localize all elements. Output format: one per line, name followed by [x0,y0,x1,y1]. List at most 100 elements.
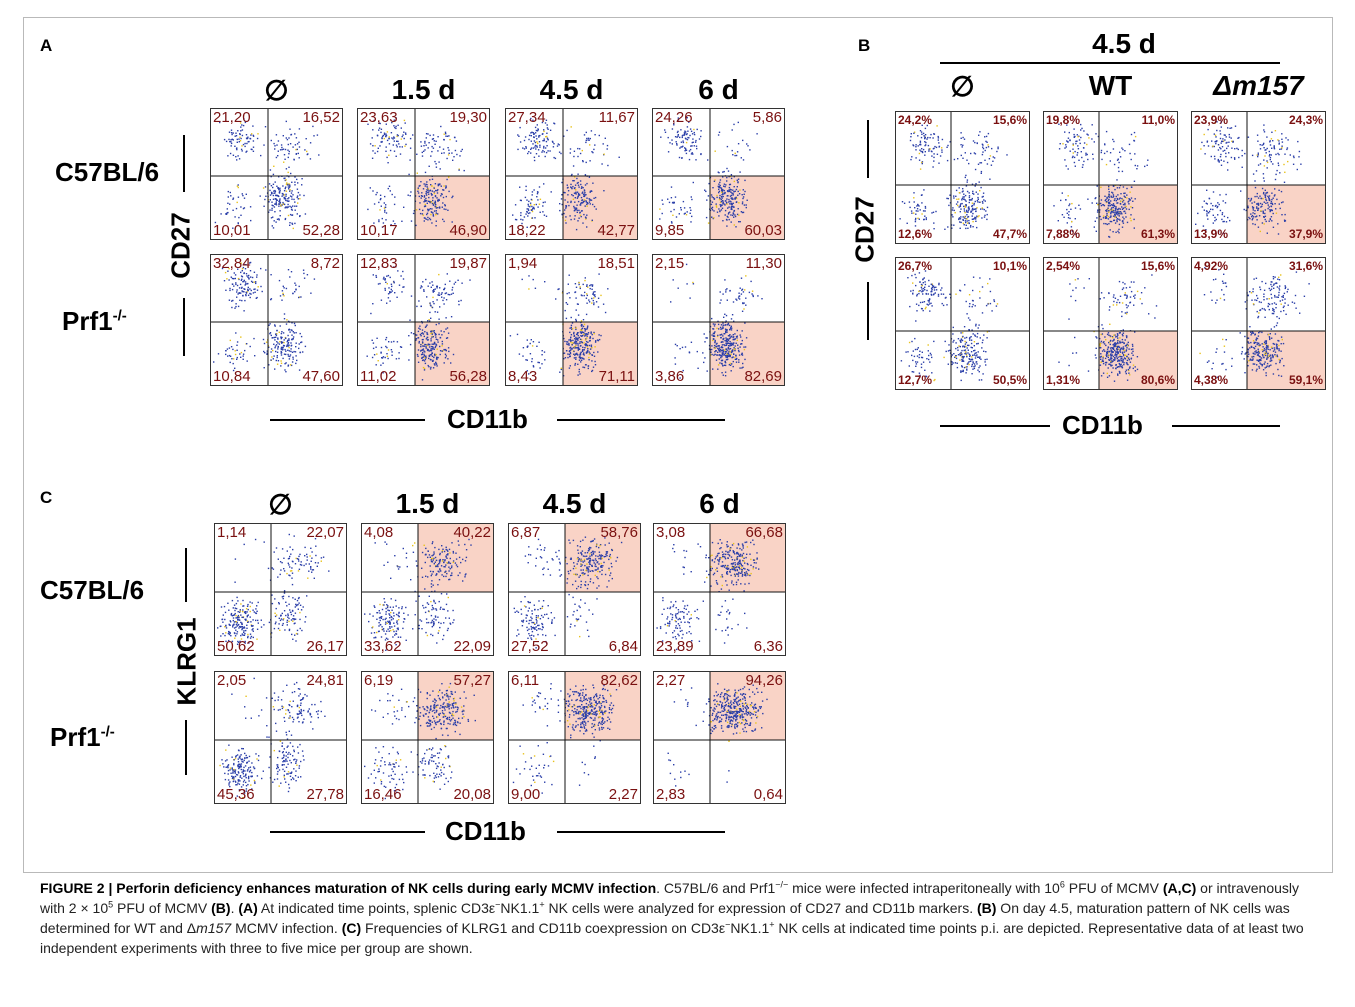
row-label-prf1: Prf1-/- [62,306,127,337]
quadrant-value-br: 47,60 [302,368,340,385]
caption-ref: (B) [211,900,231,916]
caption-ref: (A) [238,900,258,916]
scatter-canvas [215,672,346,803]
quadrant-value-tr: 15,6% [1140,259,1175,273]
quadrant-value-br: 37,9% [1288,227,1323,241]
quadrant-value-br: 82,69 [744,368,782,385]
caption-sup: − [725,919,731,930]
quadrant-value-bl: 27,52 [511,638,549,655]
caption-text: mice were infected intraperitoneally wit… [788,880,1060,896]
caption-ref: (B) [976,900,997,916]
quadrant-value-tr: 82,62 [600,672,638,689]
event-dots [1053,123,1149,238]
event-dots [509,273,609,377]
column-header: 1.5 d [391,74,456,105]
x-axis-bar [270,419,425,421]
quadrant-value-br: 56,28 [449,368,487,385]
column-header: 4.5 d [542,488,607,519]
group-header-bar [940,62,1280,64]
y-axis-bar [183,298,185,356]
event-dots [214,118,320,230]
quadrant-value-tr: 94,26 [745,672,783,689]
quadrant-value-bl: 10,01 [213,222,251,239]
quadrant-value-bl: 33,62 [364,638,402,655]
quadrant-value-br: 80,6% [1140,373,1175,387]
quadrant-value-tl: 2,27 [656,672,686,689]
scatter-canvas [1044,258,1177,389]
quadrant-value-tr: 18,51 [597,255,635,272]
event-dots [513,536,623,649]
column-header: ∅ [950,71,975,102]
quadrant-value-br: 27,78 [306,786,344,803]
scatter-plot: 26,7% 10,1% 12,7% 50,5% [895,257,1030,390]
quadrant-value-tl: 21,20 [213,109,251,126]
row-label-prf1: Prf1-/- [50,722,115,753]
caption-text: or intravenously with 2 × 10 [40,880,1300,916]
y-axis-bar [185,720,187,775]
quadrant-value-br: 52,28 [302,222,340,239]
row-label-text: Prf1 [50,722,101,752]
scatter-plot: 4,92% 31,6% 4,38% 59,1% [1191,257,1326,390]
scatter-canvas [211,109,342,239]
y-axis-label-cd27: CD27 [165,212,196,279]
y-axis-bar [867,120,869,178]
caption-text: NK1.1 [500,900,540,916]
quadrant-value-tl: 6,11 [511,672,540,689]
event-dots [219,677,326,799]
scatter-canvas [509,672,640,803]
quadrant-value-bl: 9,85 [655,222,685,239]
group-header: 4.5 d [1092,28,1156,59]
scatter-plot: 32,84 8,72 10,84 47,60 [210,254,343,386]
quadrant-value-tr: 8,72 [310,255,340,272]
caption-label: FIGURE 2 | Perforin deficiency enhances … [40,880,657,896]
scatter-canvas [509,524,640,655]
quadrant-value-br: 6,84 [608,638,638,655]
y-axis-bar [185,548,187,602]
quadrant-value-tl: 4,92% [1194,259,1229,273]
quadrant-value-tr: 22,07 [306,524,344,541]
scatter-canvas [506,109,637,239]
event-dots [213,261,316,373]
scatter-plot: 1,94 18,51 8,43 71,11 [505,254,638,386]
row-label-text: C57BL/6 [40,575,145,605]
event-dots [512,683,618,794]
quadrant-value-tl: 24,26 [655,109,693,126]
quadrant-value-bl: 18,22 [508,222,546,239]
scatter-plot: 1,14 22,07 50,62 26,17 [214,523,347,656]
caption-text: PFU of MCMV [113,900,212,916]
quadrant-value-bl: 12,6% [898,227,933,241]
quadrant-value-tl: 4,08 [364,524,394,541]
scatter-canvas [215,524,346,655]
column-header: 6 d [698,74,739,105]
scatter-canvas [1192,258,1325,389]
y-axis-bar [867,282,869,340]
scatter-canvas [1044,112,1177,243]
quadrant-value-bl: 13,9% [1194,227,1229,241]
quadrant-value-br: 46,90 [449,222,487,239]
row-label-superscript: -/- [112,307,127,325]
scatter-canvas [654,524,785,655]
row-label-text: Prf1 [62,306,113,336]
event-dots [512,117,620,231]
scatter-canvas [653,109,784,239]
quadrant-value-tl: 1,94 [508,255,538,272]
quadrant-value-bl: 45,36 [217,786,255,803]
quadrant-value-tr: 11,0% [1141,113,1175,127]
figure-caption: FIGURE 2 | Perforin deficiency enhances … [40,878,1315,958]
quadrant-value-tl: 2,15 [655,255,685,272]
quadrant-value-br: 6,36 [753,638,783,655]
caption-text: NK cells were analyzed for expression of… [544,900,977,916]
column-header: 6 d [699,488,740,519]
event-dots [1058,274,1158,382]
scatter-plot: 2,54% 15,6% 1,31% 80,6% [1043,257,1178,390]
quadrant-value-tr: 19,30 [449,109,487,126]
y-axis-bar [183,135,185,192]
quadrant-value-bl: 10,17 [360,222,398,239]
caption-ref: (C) [341,920,362,936]
scatter-plot: 24,26 5,86 9,85 60,03 [652,108,785,240]
quadrant-value-br: 47,7% [992,227,1027,241]
scatter-canvas [654,672,785,803]
x-axis-bar [940,425,1050,427]
scatter-plot: 2,15 11,30 3,86 82,69 [652,254,785,386]
scatter-canvas [896,112,1029,243]
